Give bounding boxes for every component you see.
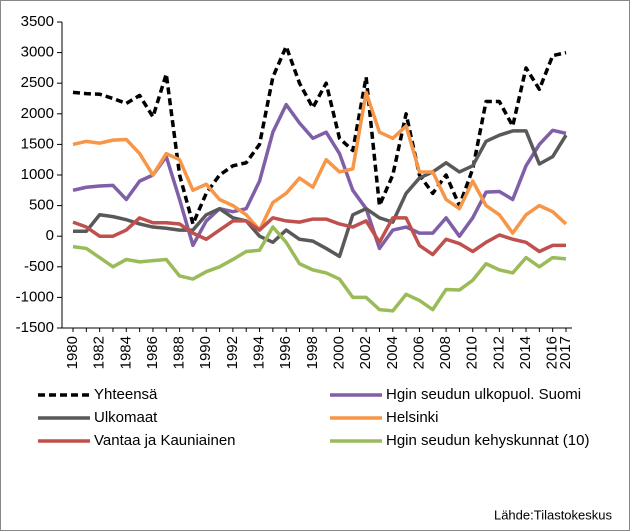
- x-tick-label: 1994: [251, 336, 268, 369]
- y-tick-label: 3500: [21, 13, 54, 30]
- y-tick-label: -500: [24, 258, 54, 275]
- x-tick-label: 1990: [197, 336, 214, 369]
- x-tick-label: 1998: [304, 336, 321, 369]
- x-tick-label: 2014: [517, 336, 534, 369]
- x-tick-label: 1992: [224, 336, 241, 369]
- legend-label: Yhteensä: [94, 386, 158, 403]
- legend-label: Helsinki: [386, 409, 439, 426]
- x-tick-label: 2002: [357, 336, 374, 369]
- x-tick-label: 2006: [410, 336, 427, 369]
- y-tick-label: 3000: [21, 44, 54, 61]
- legend-label: Vantaa ja Kauniainen: [94, 432, 236, 449]
- x-tick-label: 2010: [464, 336, 481, 369]
- source: Lähde:Tilastokeskus: [494, 507, 613, 522]
- legend-label: Ulkomaat: [94, 409, 158, 426]
- x-tick-label: 1986: [144, 336, 161, 369]
- x-tick-label: 2016: [544, 336, 561, 369]
- x-tick-label: 1982: [91, 336, 108, 369]
- series-line: [72, 225, 567, 313]
- x-tick-label: 2008: [437, 336, 454, 369]
- x-tick-label: 1996: [277, 336, 294, 369]
- legend-label: Hgin seudun ulkopuol. Suomi: [386, 386, 581, 403]
- series-line: [72, 216, 566, 257]
- y-tick-label: 500: [29, 197, 54, 214]
- x-tick-label: 2012: [490, 336, 507, 369]
- x-tick-label: 1980: [64, 336, 81, 369]
- y-tick-label: 2500: [21, 74, 54, 91]
- y-tick-label: 0: [46, 227, 54, 244]
- legend-label: Hgin seudun kehyskunnat (10): [386, 432, 589, 449]
- x-tick-label: 1984: [117, 336, 134, 369]
- y-tick-label: 1000: [21, 166, 54, 183]
- series-line: [72, 44, 567, 226]
- x-tick-label: 1988: [171, 336, 188, 369]
- y-tick-label: -1500: [16, 319, 54, 336]
- series-line: [72, 90, 568, 235]
- x-tick-label: 2017: [557, 336, 574, 369]
- y-tick-label: 2000: [21, 105, 54, 122]
- y-tick-label: 1500: [21, 135, 54, 152]
- x-tick-label: 2004: [384, 336, 401, 369]
- y-tick-label: -1000: [16, 288, 54, 305]
- series-line: [73, 129, 568, 259]
- x-tick-label: 2000: [330, 336, 347, 369]
